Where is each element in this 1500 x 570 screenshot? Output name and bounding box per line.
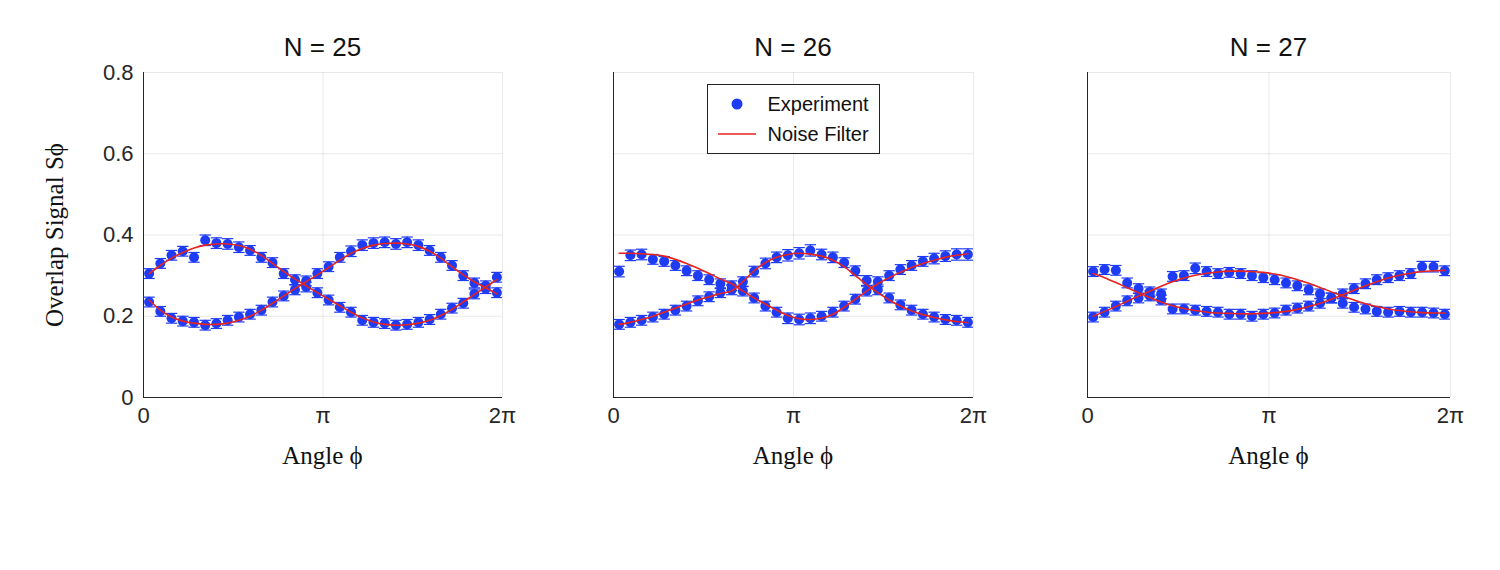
html-text:N = 25: N = 25 <box>283 32 362 62</box>
svg-text:0: 0 <box>137 403 149 428</box>
svg-text:0: 0 <box>121 385 133 410</box>
html-text:Noise Filter: Noise Filter <box>767 122 869 145</box>
svg-text:π: π <box>1261 403 1276 428</box>
svg-text:0: 0 <box>607 403 619 428</box>
svg-text:2π: 2π <box>960 403 987 428</box>
svg-text:0.6: 0.6 <box>103 141 134 166</box>
svg-text:0.4: 0.4 <box>103 222 134 247</box>
svg-text:π: π <box>786 403 801 428</box>
svg-text:0: 0 <box>1081 403 1093 428</box>
svg-text:2π: 2π <box>1437 403 1464 428</box>
html-text:Angle ϕ: Angle ϕ <box>1228 442 1309 469</box>
html-text:Angle ϕ: Angle ϕ <box>282 442 363 469</box>
svg-text:π: π <box>315 403 330 428</box>
svg-text:2π: 2π <box>489 403 516 428</box>
html-text:N = 27: N = 27 <box>1229 32 1308 62</box>
html-text:Angle ϕ: Angle ϕ <box>752 442 834 469</box>
svg-text:0.2: 0.2 <box>103 303 134 328</box>
svg-text:0.8: 0.8 <box>103 60 134 85</box>
html-text:Overlap Signal Sϕ: Overlap Signal Sϕ <box>41 142 68 327</box>
html-text:Experiment: Experiment <box>767 92 869 115</box>
html-text:N = 26: N = 26 <box>754 32 832 62</box>
